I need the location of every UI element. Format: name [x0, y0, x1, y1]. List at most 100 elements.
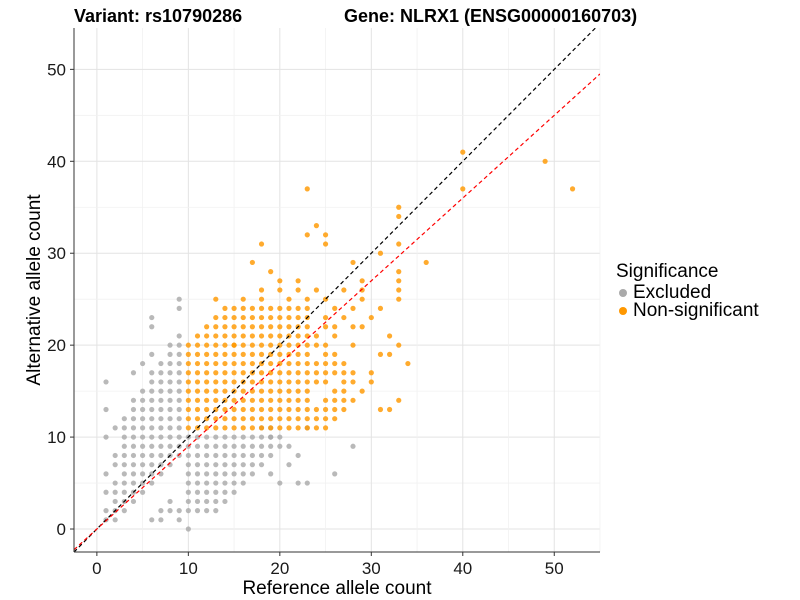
point-excluded — [158, 425, 164, 431]
point-non-significant — [405, 360, 411, 367]
point-non-significant — [277, 333, 283, 339]
point-non-significant — [194, 406, 201, 413]
point-excluded — [286, 443, 292, 449]
point-excluded — [249, 434, 255, 440]
point-non-significant — [322, 232, 329, 238]
point-excluded — [194, 452, 201, 459]
point-excluded — [149, 379, 155, 385]
point-excluded — [204, 508, 210, 514]
point-non-significant — [304, 360, 310, 367]
point-excluded — [213, 498, 219, 505]
point-excluded — [140, 471, 146, 477]
point-excluded — [121, 508, 127, 514]
point-excluded — [130, 471, 137, 477]
point-non-significant — [249, 379, 255, 385]
point-excluded — [176, 379, 182, 385]
point-non-significant — [341, 379, 347, 385]
reference-line-fit — [74, 73, 600, 551]
point-non-significant — [213, 342, 219, 348]
point-excluded — [112, 480, 118, 486]
point-excluded — [231, 480, 237, 486]
y-tick-label: 0 — [57, 520, 66, 539]
point-excluded — [121, 452, 127, 459]
point-non-significant — [332, 388, 338, 394]
point-non-significant — [240, 388, 246, 394]
point-non-significant — [204, 351, 210, 357]
point-excluded — [112, 425, 118, 431]
point-non-significant — [322, 425, 329, 431]
point-non-significant — [249, 342, 255, 348]
point-non-significant — [222, 342, 228, 348]
point-non-significant — [268, 324, 274, 330]
legend-dot-excluded — [619, 289, 627, 297]
point-excluded — [231, 443, 237, 449]
point-excluded — [176, 388, 182, 394]
point-non-significant — [313, 360, 320, 367]
point-non-significant — [322, 342, 329, 348]
point-non-significant — [222, 314, 228, 321]
point-excluded — [140, 416, 146, 422]
point-excluded — [231, 471, 237, 477]
point-excluded — [222, 452, 228, 459]
point-excluded — [167, 498, 173, 505]
point-non-significant — [368, 370, 374, 376]
point-non-significant — [268, 425, 274, 431]
point-non-significant — [240, 416, 246, 422]
point-non-significant — [322, 360, 329, 367]
point-excluded — [176, 305, 182, 311]
point-non-significant — [222, 324, 228, 330]
point-non-significant — [286, 342, 292, 348]
point-excluded — [140, 360, 146, 367]
point-non-significant — [204, 370, 210, 376]
point-non-significant — [350, 305, 356, 311]
point-excluded — [332, 471, 338, 477]
point-excluded — [240, 443, 246, 449]
point-non-significant — [204, 342, 210, 348]
point-excluded — [185, 471, 191, 477]
point-excluded — [121, 425, 127, 431]
point-excluded — [130, 425, 137, 431]
point-non-significant — [185, 370, 191, 376]
point-non-significant — [258, 406, 265, 413]
point-excluded — [204, 489, 210, 495]
point-excluded — [350, 443, 356, 449]
point-non-significant — [332, 370, 338, 376]
point-non-significant — [332, 351, 338, 357]
x-tick-label: 40 — [453, 559, 472, 578]
y-axis-title: Alternative allele count — [24, 194, 45, 386]
point-non-significant — [332, 406, 338, 413]
point-non-significant — [396, 397, 402, 403]
point-excluded — [158, 416, 164, 422]
chart-title-variant: Variant: rs10790286 — [74, 6, 243, 26]
point-non-significant — [213, 360, 219, 367]
point-non-significant — [258, 333, 265, 339]
point-non-significant — [268, 305, 274, 311]
point-non-significant — [313, 416, 320, 422]
point-excluded — [176, 351, 182, 357]
point-excluded — [295, 480, 301, 486]
point-non-significant — [295, 406, 301, 413]
point-non-significant — [295, 351, 301, 357]
point-excluded — [167, 425, 173, 431]
point-excluded — [130, 462, 137, 468]
point-excluded — [222, 434, 228, 440]
point-non-significant — [341, 314, 347, 321]
point-non-significant — [295, 314, 301, 321]
point-non-significant — [222, 406, 228, 413]
point-non-significant — [213, 397, 219, 403]
point-non-significant — [377, 250, 384, 256]
point-non-significant — [286, 370, 292, 376]
point-non-significant — [313, 379, 320, 385]
point-excluded — [194, 434, 201, 440]
point-excluded — [121, 443, 127, 449]
point-excluded — [222, 480, 228, 486]
point-non-significant — [258, 425, 265, 431]
point-excluded — [158, 517, 164, 523]
point-non-significant — [231, 314, 237, 321]
point-non-significant — [249, 305, 255, 311]
point-excluded — [295, 452, 301, 459]
point-non-significant — [268, 333, 274, 339]
point-non-significant — [240, 296, 246, 302]
point-non-significant — [295, 388, 301, 394]
point-excluded — [258, 452, 265, 459]
